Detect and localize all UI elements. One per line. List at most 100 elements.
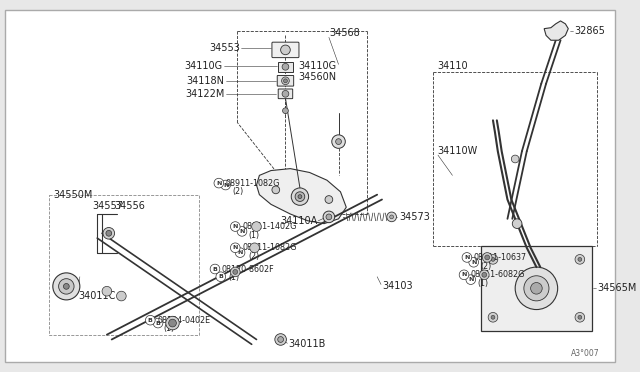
Circle shape (488, 312, 498, 322)
Circle shape (512, 219, 522, 228)
Text: N: N (461, 272, 467, 277)
Circle shape (484, 255, 490, 260)
Circle shape (214, 178, 223, 188)
FancyBboxPatch shape (278, 89, 292, 99)
Text: 34110: 34110 (437, 61, 468, 71)
FancyBboxPatch shape (272, 42, 299, 58)
FancyBboxPatch shape (277, 76, 294, 86)
Text: 08911-1402G: 08911-1402G (242, 222, 296, 231)
Circle shape (252, 222, 261, 231)
Circle shape (166, 316, 179, 330)
Circle shape (469, 257, 479, 267)
Text: (2): (2) (249, 252, 260, 261)
Text: 34011B: 34011B (289, 339, 326, 349)
Circle shape (578, 257, 582, 261)
Circle shape (295, 192, 305, 202)
Circle shape (236, 248, 245, 257)
Circle shape (216, 272, 226, 282)
Circle shape (335, 139, 341, 144)
Text: B: B (218, 274, 223, 279)
Circle shape (59, 279, 74, 294)
Circle shape (102, 286, 112, 296)
Circle shape (578, 315, 582, 319)
Text: 34110W: 34110W (437, 146, 477, 156)
Text: (2): (2) (232, 187, 244, 196)
Text: N: N (232, 245, 238, 250)
Circle shape (278, 337, 284, 342)
Circle shape (106, 230, 112, 236)
FancyBboxPatch shape (4, 10, 614, 362)
Circle shape (116, 291, 126, 301)
Circle shape (291, 188, 308, 205)
Circle shape (515, 267, 557, 310)
Circle shape (53, 273, 80, 300)
Circle shape (482, 272, 486, 277)
Text: A3°007: A3°007 (570, 349, 599, 359)
Text: (1): (1) (477, 279, 489, 288)
Circle shape (466, 275, 476, 285)
Circle shape (298, 195, 302, 199)
Circle shape (488, 254, 498, 264)
Polygon shape (544, 21, 568, 40)
Text: 08911-1082G: 08911-1082G (226, 179, 280, 187)
Circle shape (491, 315, 495, 319)
Text: 32865: 32865 (574, 26, 605, 36)
Circle shape (145, 315, 155, 325)
Text: 34565M: 34565M (597, 283, 637, 293)
Circle shape (221, 180, 230, 190)
Circle shape (387, 212, 396, 222)
Circle shape (332, 135, 346, 148)
Circle shape (280, 45, 291, 55)
Text: N: N (223, 183, 228, 187)
Circle shape (462, 253, 472, 262)
Text: 34557: 34557 (92, 201, 124, 211)
Circle shape (491, 257, 495, 261)
Text: 34556: 34556 (115, 201, 145, 211)
Text: (1): (1) (228, 273, 239, 282)
Text: 34110A: 34110A (280, 216, 317, 226)
Circle shape (169, 319, 177, 327)
Circle shape (460, 270, 469, 280)
Circle shape (250, 243, 259, 253)
FancyBboxPatch shape (278, 62, 292, 72)
Circle shape (575, 312, 585, 322)
Circle shape (103, 228, 115, 239)
Text: B: B (212, 266, 218, 272)
Circle shape (210, 264, 220, 274)
Text: 34553: 34553 (209, 43, 240, 53)
Text: N: N (239, 229, 244, 234)
Circle shape (282, 77, 289, 85)
Circle shape (153, 318, 163, 328)
Text: N: N (464, 255, 470, 260)
Text: 08911-10637: 08911-10637 (474, 253, 527, 262)
Text: 34550M: 34550M (54, 190, 93, 200)
Polygon shape (257, 169, 346, 224)
Circle shape (483, 253, 492, 262)
Circle shape (479, 270, 489, 280)
Circle shape (237, 227, 247, 236)
Circle shape (282, 63, 289, 70)
Circle shape (282, 108, 289, 113)
Text: N: N (471, 260, 476, 265)
Circle shape (63, 283, 69, 289)
Text: 08124-0402E: 08124-0402E (157, 316, 210, 325)
Text: N: N (468, 277, 474, 282)
Circle shape (230, 243, 240, 253)
Text: (1): (1) (164, 324, 175, 333)
Circle shape (233, 269, 237, 274)
Circle shape (390, 215, 394, 219)
Text: 34573: 34573 (399, 212, 430, 222)
Circle shape (230, 222, 240, 231)
Text: N: N (216, 180, 221, 186)
Text: N: N (237, 250, 243, 255)
Circle shape (326, 214, 332, 220)
Circle shape (524, 276, 549, 301)
Text: (1): (1) (249, 231, 260, 240)
Text: 34103: 34103 (382, 281, 413, 291)
Text: N: N (232, 224, 238, 229)
Text: (2): (2) (481, 262, 492, 270)
Text: 34568: 34568 (329, 29, 360, 38)
Circle shape (282, 90, 289, 97)
Text: 34110G: 34110G (184, 61, 223, 71)
Text: 08911-6082G: 08911-6082G (471, 270, 525, 279)
